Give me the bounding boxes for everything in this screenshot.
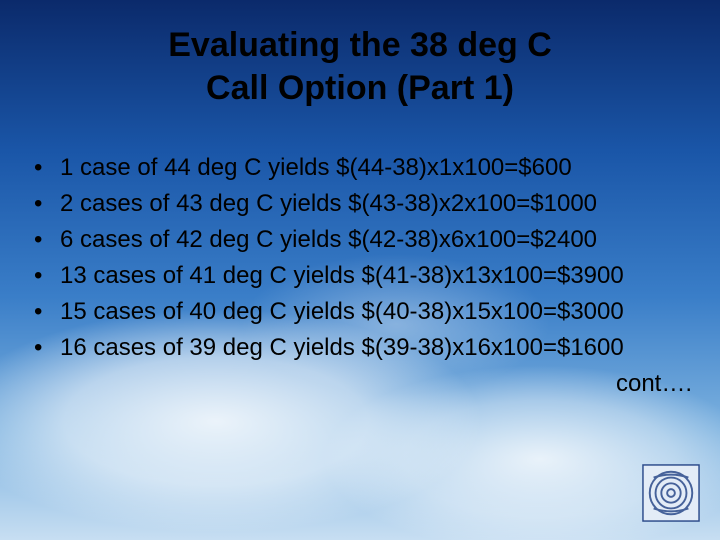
bullet-icon: •	[34, 330, 60, 366]
slide-body: • 1 case of 44 deg C yields $(44-38)x1x1…	[34, 150, 700, 402]
bullet-text: 1 case of 44 deg C yields $(44-38)x1x100…	[60, 150, 572, 186]
list-item: • 1 case of 44 deg C yields $(44-38)x1x1…	[34, 150, 700, 186]
bullet-icon: •	[34, 258, 60, 294]
list-item: • 2 cases of 43 deg C yields $(43-38)x2x…	[34, 186, 700, 222]
list-item: • 13 cases of 41 deg C yields $(41-38)x1…	[34, 258, 700, 294]
bullet-text: 2 cases of 43 deg C yields $(43-38)x2x10…	[60, 186, 597, 222]
list-item: • 16 cases of 39 deg C yields $(39-38)x1…	[34, 330, 700, 366]
title-line-2: Call Option (Part 1)	[206, 69, 514, 107]
bullet-icon: •	[34, 222, 60, 258]
bullet-text: 6 cases of 42 deg C yields $(42-38)x6x10…	[60, 222, 597, 258]
swirl-icon	[642, 464, 700, 522]
slide: Evaluating the 38 deg C Call Option (Par…	[0, 0, 720, 540]
list-item: • 15 cases of 40 deg C yields $(40-38)x1…	[34, 294, 700, 330]
bullet-icon: •	[34, 294, 60, 330]
continued-label: cont….	[34, 366, 700, 402]
bullet-icon: •	[34, 150, 60, 186]
bullet-text: 15 cases of 40 deg C yields $(40-38)x15x…	[60, 294, 624, 330]
title-line-1: Evaluating the 38 deg C	[168, 26, 552, 64]
bullet-icon: •	[34, 186, 60, 222]
bullet-text: 13 cases of 41 deg C yields $(41-38)x13x…	[60, 258, 624, 294]
slide-title: Evaluating the 38 deg C Call Option (Par…	[0, 24, 720, 109]
bullet-text: 16 cases of 39 deg C yields $(39-38)x16x…	[60, 330, 624, 366]
list-item: • 6 cases of 42 deg C yields $(42-38)x6x…	[34, 222, 700, 258]
